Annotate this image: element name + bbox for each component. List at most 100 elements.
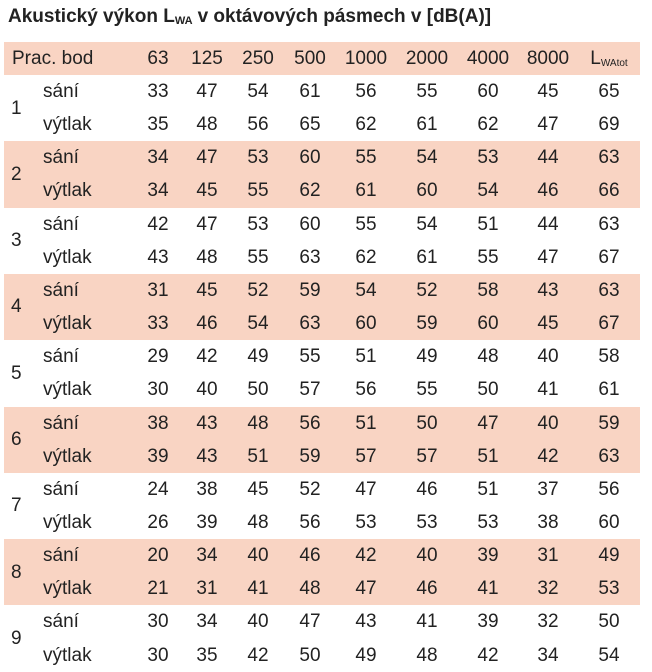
value: 61 [416,246,438,268]
value: 45 [196,180,218,202]
value: 54 [416,213,438,235]
value: 59 [416,313,438,335]
header-total: LWAtot [590,42,627,75]
value: 50 [416,412,438,434]
value: 63 [299,313,321,335]
value: 41 [537,379,559,401]
value: 42 [355,545,377,567]
value: 55 [247,180,269,202]
value: 66 [598,180,620,202]
value: 63 [299,246,321,268]
value: 48 [416,644,438,666]
row-band [4,273,640,341]
header-total-main: L [590,48,601,69]
value: 63 [598,279,620,301]
value: 43 [537,279,559,301]
value: 55 [355,213,377,235]
row-label: sání [43,213,79,235]
value: 48 [299,578,321,600]
value: 42 [537,445,559,467]
value: 56 [299,412,321,434]
value: 52 [416,279,438,301]
value: 62 [355,246,377,268]
value: 41 [416,611,438,633]
value: 34 [537,644,559,666]
value: 30 [147,379,169,401]
value: 38 [147,412,169,434]
row-band [4,539,640,606]
header-total-sub: WAtot [600,58,628,69]
value: 24 [147,478,169,500]
value: 42 [147,213,169,235]
value: 62 [355,114,377,136]
row-label: výtlak [43,379,92,401]
header-band [4,42,640,75]
value: 38 [196,478,218,500]
value: 49 [355,644,377,666]
value: 34 [196,545,218,567]
value: 32 [537,578,559,600]
value: 39 [147,445,169,467]
value: 53 [598,578,620,600]
value: 47 [196,147,218,169]
value: 47 [477,412,499,434]
value: 40 [416,545,438,567]
value: 42 [247,644,269,666]
value: 56 [355,81,377,102]
value: 41 [247,578,269,600]
value: 63 [598,147,620,169]
value: 45 [196,279,218,301]
value: 40 [537,346,559,368]
header-label: Prac. bod [12,48,94,69]
value: 39 [477,545,499,567]
value: 50 [477,379,499,401]
value: 56 [299,511,321,533]
value: 43 [196,412,218,434]
value: 42 [196,346,218,368]
value: 49 [598,545,620,567]
value: 52 [299,478,321,500]
value: 33 [147,81,169,102]
value: 62 [477,114,499,136]
value: 42 [477,644,499,666]
header-band-cell: 250 [242,48,274,69]
row-label: sání [43,81,79,102]
point: 1 [11,97,22,119]
value: 47 [355,578,377,600]
value: 53 [247,147,269,169]
value: 46 [416,478,438,500]
value: 53 [247,213,269,235]
value: 53 [355,511,377,533]
value: 54 [416,147,438,169]
row-label: výtlak [43,644,92,666]
point: 4 [11,296,22,318]
point: 3 [11,230,22,252]
value: 55 [477,246,499,268]
value: 55 [416,81,438,102]
value: 60 [477,81,499,102]
value: 56 [247,114,269,136]
value: 50 [299,644,321,666]
row-label: sání [43,545,79,567]
value: 46 [299,545,321,567]
value: 58 [477,279,499,301]
value: 67 [598,246,620,268]
value: 54 [477,180,499,202]
row-label: výtlak [43,578,92,600]
value: 57 [299,379,321,401]
value: 53 [477,511,499,533]
row-label: výtlak [43,114,92,136]
value: 54 [247,313,269,335]
value: 63 [598,213,620,235]
value: 65 [598,81,620,102]
value: 48 [247,511,269,533]
row-label: sání [43,611,79,633]
row-label: sání [43,279,79,301]
value: 46 [196,313,218,335]
value: 44 [537,147,559,169]
value: 37 [537,478,559,500]
point: 2 [11,163,22,185]
row-label: výtlak [43,445,92,467]
value: 51 [247,445,269,467]
